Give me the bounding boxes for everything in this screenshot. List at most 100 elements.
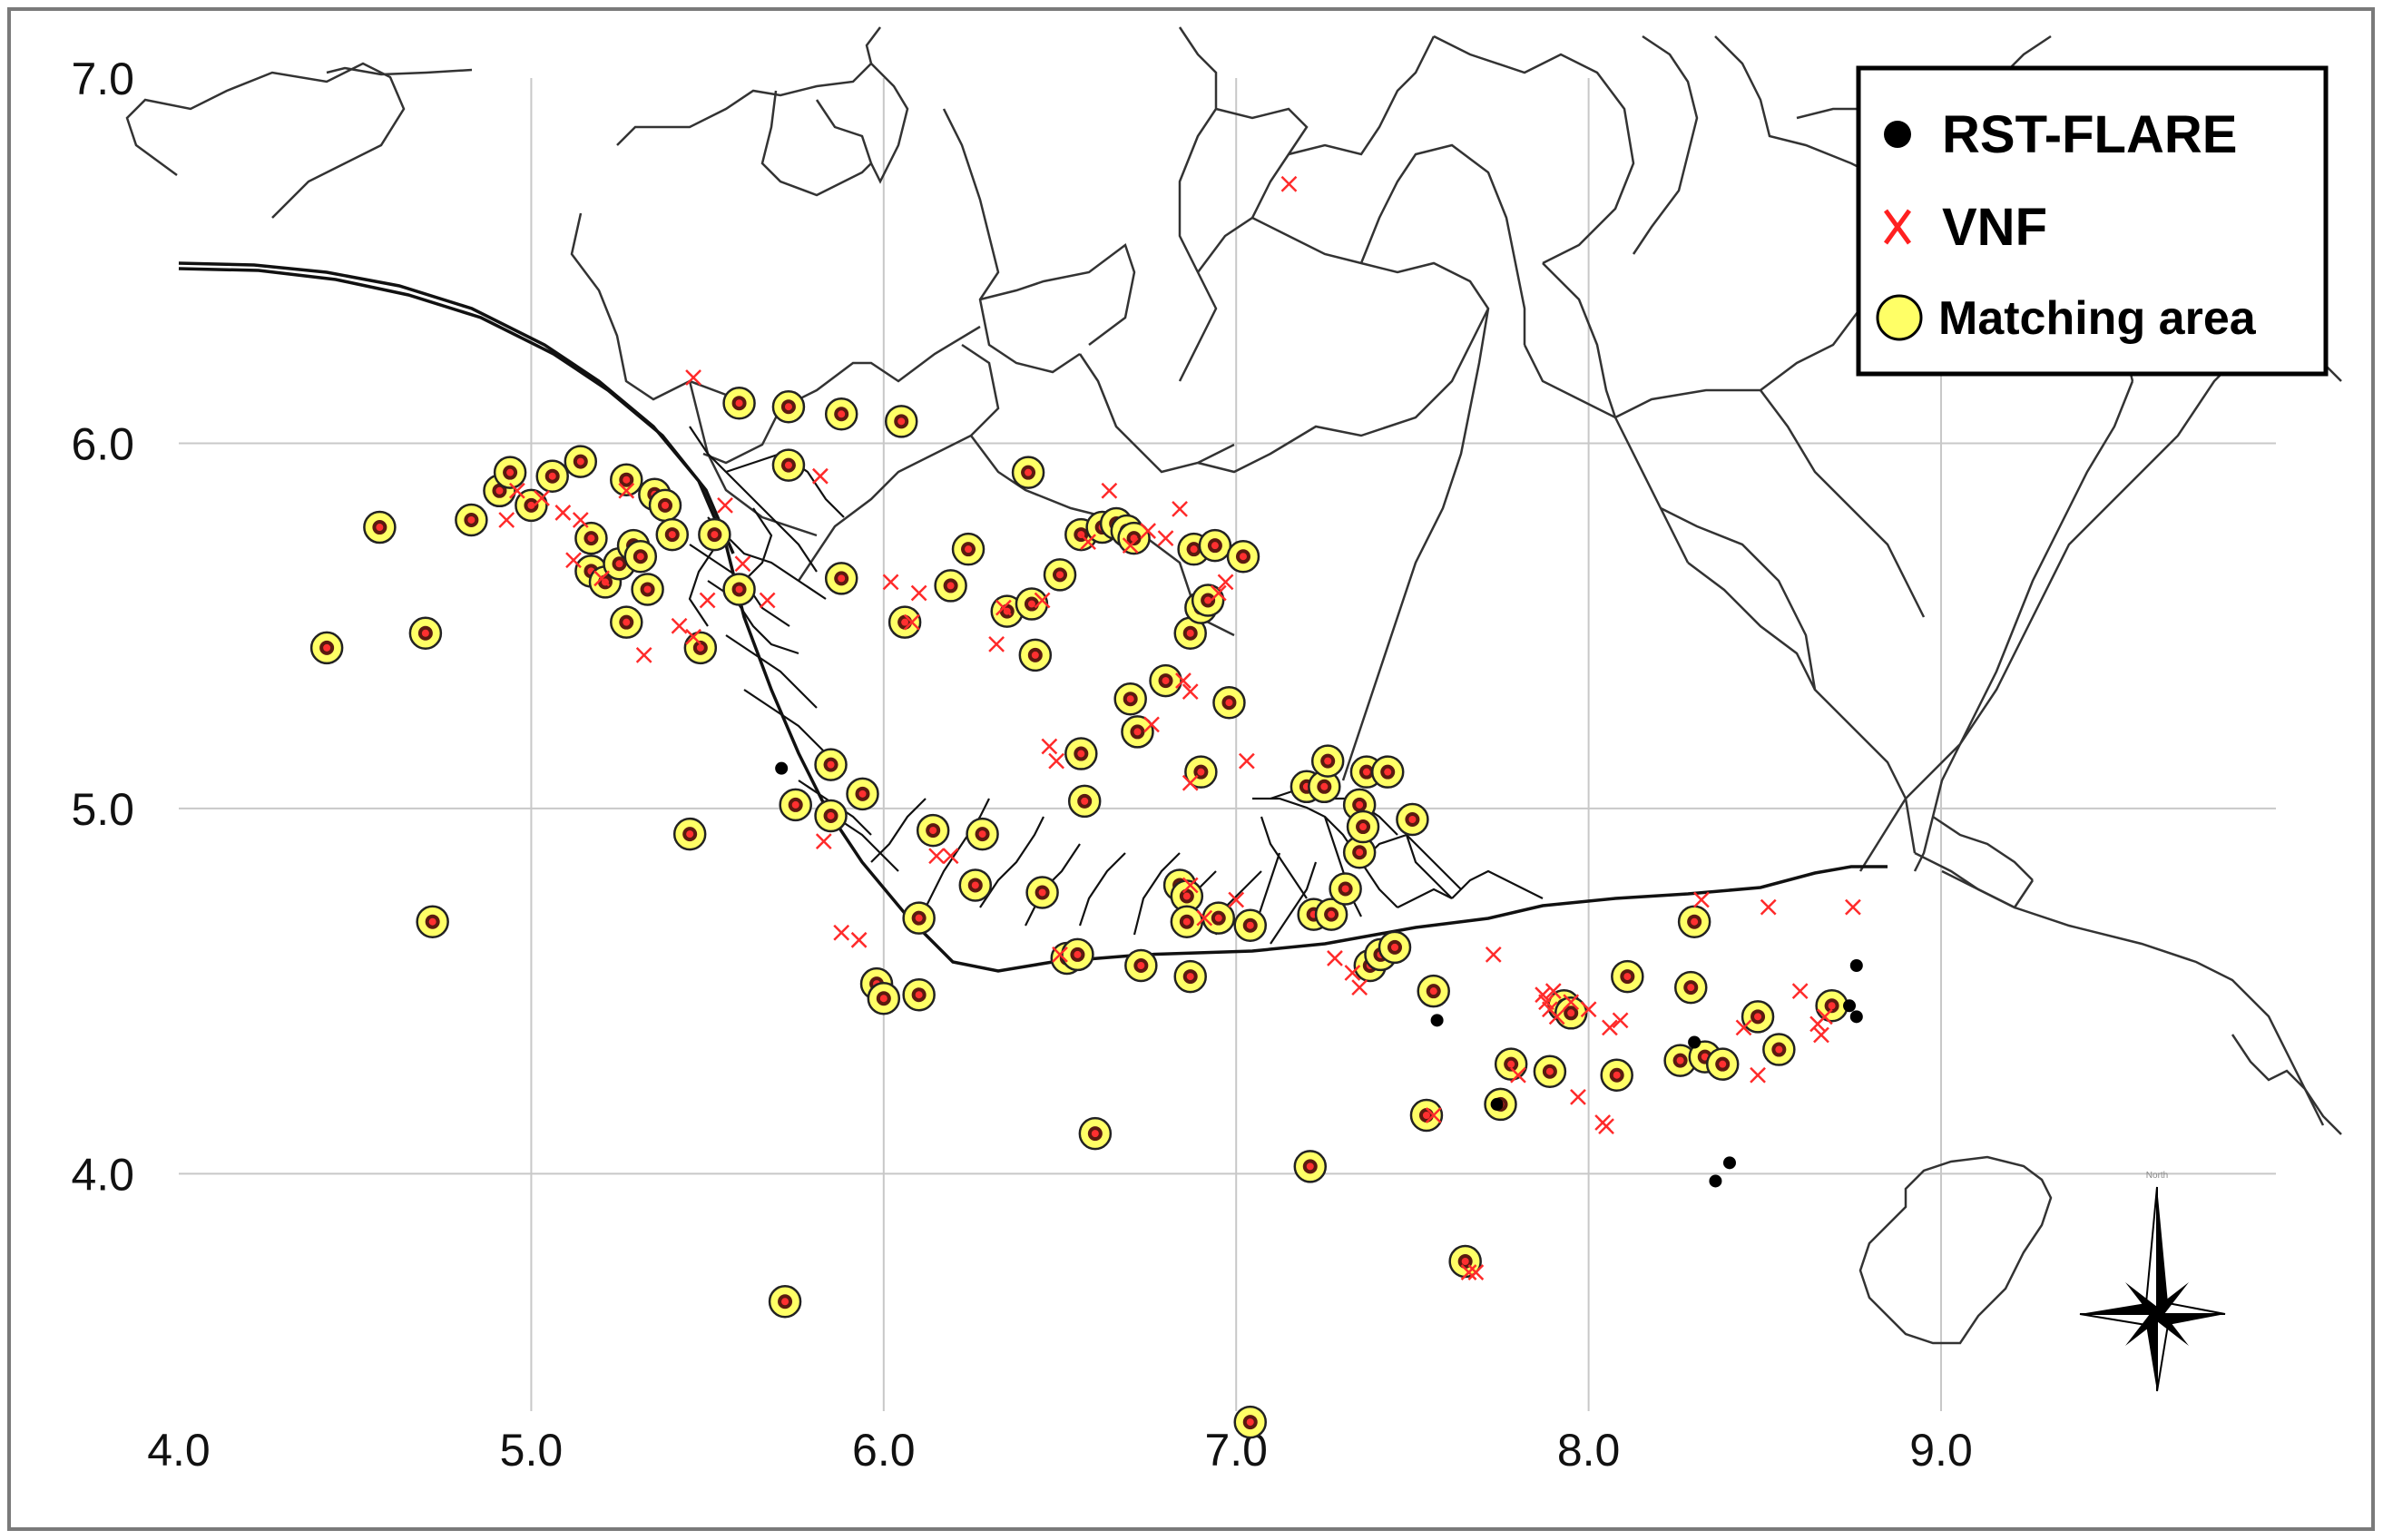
rst-flare-point	[775, 761, 789, 775]
legend-rst-flare-marker	[1884, 121, 1911, 148]
matching-area-point	[902, 901, 936, 935]
matching-area-point	[1741, 1000, 1775, 1034]
vnf-point	[995, 599, 1012, 616]
matching-area-point	[309, 631, 344, 665]
x-tick-label: 5.0	[500, 1425, 564, 1476]
matching-area-point	[698, 517, 731, 552]
tick-labels: 4.0 5.0 6.0 7.0 8.0 9.07.06.05.04.0	[71, 54, 1972, 1476]
vnf-point	[498, 512, 515, 528]
matching-area-point	[1170, 905, 1204, 938]
vnf-point	[671, 617, 688, 634]
matching-area-point	[1329, 872, 1362, 906]
matching-area-point	[1226, 539, 1260, 574]
vnf-point	[1510, 1066, 1526, 1084]
matching-area-point	[1173, 959, 1207, 994]
matching-area-point	[1600, 1058, 1633, 1092]
vnf-point	[1563, 994, 1580, 1011]
vnf-point	[1351, 979, 1368, 996]
matching-area-point	[493, 456, 527, 489]
matching-area-point	[574, 521, 608, 555]
rst-flare-point	[1709, 1174, 1722, 1188]
matching-area-point	[1018, 638, 1053, 672]
matching-area-point	[1370, 755, 1405, 789]
vnf-point	[1182, 683, 1199, 701]
vnf-point	[1210, 584, 1227, 602]
rst-flare-point	[1430, 1014, 1444, 1027]
matching-area-point	[1061, 937, 1094, 972]
vnf-point	[1693, 891, 1710, 908]
matching-area-point	[1342, 835, 1377, 869]
vnf-point	[1101, 482, 1118, 499]
matching-area-point	[1149, 663, 1182, 698]
matching-area-point	[416, 905, 449, 938]
matching-area-point	[916, 813, 950, 848]
matching-area-point	[887, 605, 922, 639]
matching-area-point	[951, 532, 986, 566]
vnf-point	[1735, 1019, 1752, 1036]
vnf-point	[1228, 891, 1245, 908]
rst-flare-point	[1843, 999, 1857, 1013]
vnf-point	[910, 584, 927, 602]
vnf-point	[1034, 592, 1051, 609]
vnf-point	[1143, 716, 1160, 733]
matching-area-point	[1378, 930, 1412, 965]
vnf-point	[812, 467, 829, 485]
x-tick-label: 4.0	[147, 1425, 211, 1476]
matching-area-point	[648, 488, 682, 523]
vnf-point	[1182, 774, 1199, 791]
vnf-point	[1052, 947, 1068, 963]
matching-area-point	[768, 1285, 802, 1319]
vnf-point	[1750, 1066, 1766, 1084]
vnf-point	[1182, 877, 1199, 894]
vnf-point	[1327, 950, 1343, 966]
matching-area-point	[1067, 784, 1102, 819]
vnf-point	[1845, 898, 1861, 916]
vnf-point	[1196, 909, 1213, 927]
matching-area-point	[867, 981, 901, 1015]
matching-area-point	[1293, 1150, 1328, 1183]
matching-area-point	[1173, 616, 1207, 650]
vnf-point	[928, 848, 945, 865]
matching-area-point	[1396, 802, 1429, 837]
legend-rst-flare-label: RST-FLARE	[1942, 105, 2237, 164]
vnf-point	[565, 552, 582, 569]
vnf-point	[942, 848, 959, 865]
matching-area-point	[966, 817, 999, 851]
vnf-point	[1570, 1088, 1586, 1105]
matching-area-point	[1043, 558, 1077, 592]
matching-area-point	[824, 562, 858, 595]
matching-area-point	[1117, 521, 1151, 555]
matching-area-point	[884, 405, 918, 438]
matching-area-point	[1815, 989, 1849, 1023]
vnf-layer	[498, 175, 1861, 1280]
matching-area-point	[779, 788, 812, 822]
matching-area-point	[1124, 948, 1158, 983]
matching-area-point	[655, 517, 690, 552]
matching-area-point	[1310, 744, 1345, 778]
vnf-point	[850, 931, 868, 948]
matching-area-point	[722, 573, 756, 606]
vnf-point	[882, 574, 899, 591]
vnf-point	[1791, 983, 1809, 1000]
compass-rose-icon: North	[2079, 1171, 2226, 1392]
matching-area-point	[1113, 682, 1147, 716]
matching-area-layer	[309, 386, 1849, 1439]
vnf-point	[903, 613, 920, 631]
matching-area-point	[1233, 1405, 1267, 1439]
vnf-point	[988, 635, 1005, 652]
vnf-point	[734, 555, 751, 573]
matching-area-point	[631, 573, 664, 606]
vnf-point	[1238, 752, 1255, 770]
matching-area-point	[1409, 1098, 1444, 1133]
vnf-point	[1425, 1107, 1442, 1123]
matching-area-point	[455, 503, 488, 537]
matching-area-point	[824, 397, 858, 431]
vnf-point	[593, 570, 610, 587]
vnf-point	[1217, 574, 1234, 591]
matching-area-point	[1121, 715, 1154, 749]
vnf-point	[759, 592, 776, 609]
rst-flare-point	[1722, 1156, 1736, 1170]
matching-area-point	[771, 389, 806, 424]
matching-area-point	[902, 977, 936, 1012]
